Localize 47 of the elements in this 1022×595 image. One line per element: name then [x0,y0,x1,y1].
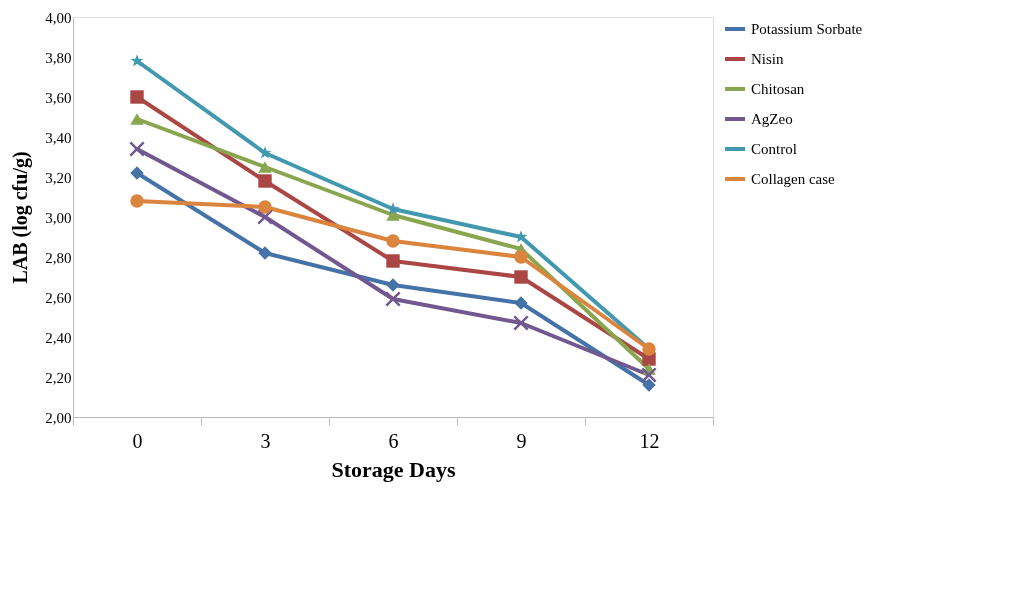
point [258,174,272,188]
y-tick-label: 2,60 [45,289,72,306]
x-tick-label: 9 [516,429,527,452]
x-axis-title: Storage Days [331,456,456,482]
x-tick-label: 6 [388,429,399,452]
legend-label: Nisin [751,51,784,67]
y-axis-title: LAB (log cfu/g) [9,151,33,284]
legend-label: AgZeo [751,111,793,127]
y-tick-label: 3,80 [45,49,72,66]
point [642,378,656,392]
y-tick-label: 3,60 [45,89,72,106]
y-tick-label: 2,40 [45,329,72,346]
point [258,161,272,173]
point [129,141,145,157]
point [513,315,529,331]
legend-label: Collagen case [751,171,836,187]
y-tick-label: 2,00 [45,409,72,426]
y-tick-label: 3,20 [45,169,72,186]
point [641,367,657,383]
point [258,246,272,260]
point [258,146,272,159]
y-tick-label: 3,00 [45,209,72,226]
point [514,296,528,310]
point [385,291,401,307]
point [130,90,144,104]
y-tick-label: 2,80 [45,249,72,266]
point [514,270,528,284]
point [386,278,400,292]
point [258,200,272,214]
legend-label: Potassium Sorbate [751,21,863,37]
point [386,209,400,221]
point [130,113,144,125]
legend-label: Chitosan [751,81,805,97]
y-tick-label: 2,20 [45,369,72,386]
point [130,166,144,180]
y-tick-label: 4,00 [45,9,72,26]
point [386,254,400,268]
legend-label: Control [751,141,797,157]
point [130,54,144,67]
point [257,209,273,225]
x-tick-label: 12 [639,429,660,452]
point [514,250,528,264]
point [130,194,144,208]
point [386,234,400,248]
x-tick-label: 0 [132,429,143,452]
x-tick-label: 3 [260,429,271,452]
y-tick-label: 3,40 [45,129,72,146]
